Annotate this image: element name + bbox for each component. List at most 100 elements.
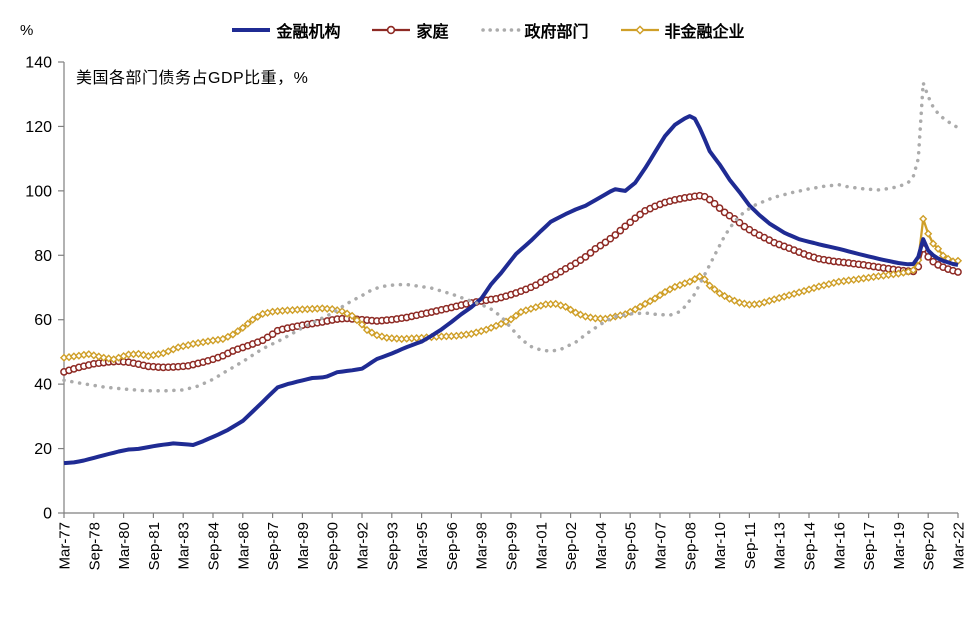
marker-circle (924, 253, 933, 261)
marker-diamond (218, 334, 227, 344)
marker-diamond (685, 277, 694, 286)
marker-circle (611, 231, 620, 239)
marker-diamond (506, 315, 516, 324)
x-tick-label: Mar-83 (176, 522, 193, 570)
x-tick-label: Sep-02 (563, 522, 580, 570)
marker-diamond (924, 229, 933, 238)
x-tick-label: Mar-80 (116, 522, 133, 570)
x-tick-label: Mar-77 (57, 522, 74, 570)
y-tick-label: 40 (34, 377, 52, 394)
y-tick-label: 100 (25, 183, 52, 200)
marker-diamond (134, 349, 143, 358)
marker-diamond (720, 291, 729, 301)
x-tick-label: Sep-87 (265, 522, 282, 570)
x-axis-labels: Mar-77 Sep-78 Mar-80 Sep-81 Mar-83 Sep-84 Mar-… (57, 522, 968, 570)
series-households (60, 191, 962, 376)
x-tick-label: Mar-13 (772, 522, 789, 570)
marker-diamond (710, 285, 719, 294)
marker-diamond (695, 272, 704, 281)
marker-diamond (650, 294, 660, 303)
marker-diamond (636, 302, 645, 311)
marker-diamond (104, 354, 113, 363)
x-tick-label: Mar-95 (414, 522, 431, 570)
marker-circle (735, 218, 744, 227)
y-tick-label: 140 (25, 55, 52, 72)
marker-diamond (352, 316, 362, 325)
y-tick-label: 20 (34, 441, 52, 458)
series-line-government (62, 81, 960, 393)
x-tick-label: Sep-90 (325, 522, 342, 570)
x-tick-label: Mar-86 (235, 522, 252, 570)
series-government (62, 81, 960, 393)
x-tick-label: Sep-99 (504, 522, 521, 570)
marker-diamond (89, 351, 98, 360)
marker-circle (621, 222, 630, 231)
marker-diamond (591, 314, 600, 323)
x-tick-label: Mar-10 (712, 522, 729, 570)
marker-circle (710, 199, 719, 208)
marker-diamond (382, 333, 391, 342)
marker-diamond (233, 327, 242, 336)
marker-diamond (253, 312, 262, 321)
marker-diamond (725, 294, 734, 303)
marker-circle (954, 268, 962, 276)
marker-circle (581, 253, 590, 261)
x-tick-label: Sep-17 (861, 522, 878, 570)
marker-circle (626, 218, 635, 227)
marker-diamond (715, 289, 724, 298)
x-tick-label: Mar-19 (891, 522, 908, 570)
marker-diamond (646, 297, 655, 306)
marker-circle (705, 195, 714, 204)
y-tick-label: 80 (34, 248, 52, 265)
x-tick-label: Sep-05 (623, 522, 640, 570)
marker-diamond (511, 311, 521, 320)
x-tick-label: Mar-98 (474, 522, 491, 570)
marker-diamond (367, 328, 376, 337)
x-tick-label: Sep-78 (86, 522, 103, 570)
marker-diamond (566, 305, 575, 314)
marker-diamond (223, 332, 232, 341)
x-tick-label: Sep-08 (682, 522, 699, 570)
marker-diamond (705, 281, 714, 290)
marker-diamond (556, 301, 565, 310)
marker-diamond (660, 287, 670, 297)
marker-diamond (372, 331, 381, 340)
marker-circle (631, 214, 640, 223)
marker-circle (601, 238, 610, 247)
marker-diamond (348, 311, 357, 320)
x-tick-label: Sep-81 (146, 522, 163, 570)
marker-diamond (934, 244, 943, 253)
marker-diamond (392, 334, 401, 343)
marker-diamond (929, 239, 938, 248)
axes (58, 61, 959, 518)
x-tick-label: Mar-07 (653, 522, 670, 570)
marker-diamond (243, 319, 252, 328)
x-tick-label: Mar-16 (831, 522, 848, 570)
x-tick-label: Sep-93 (384, 522, 401, 570)
marker-diamond (323, 304, 332, 313)
y-tick-label: 0 (43, 506, 52, 523)
marker-diamond (909, 266, 918, 275)
marker-diamond (641, 299, 650, 308)
x-tick-label: Mar-22 (951, 522, 968, 570)
marker-diamond (551, 299, 560, 308)
marker-circle (715, 204, 724, 212)
marker-diamond (99, 353, 108, 362)
y-tick-label: 120 (25, 119, 52, 136)
marker-diamond (690, 275, 699, 284)
marker-diamond (357, 320, 367, 329)
x-tick-label: Mar-01 (533, 522, 550, 570)
x-tick-label: Sep-20 (921, 522, 938, 570)
marker-diamond (248, 315, 257, 324)
x-tick-label: Mar-89 (295, 522, 312, 570)
marker-circle (636, 210, 644, 219)
series-line-financial-institutions (63, 114, 959, 466)
marker-diamond (497, 319, 506, 328)
marker-circle (616, 226, 625, 235)
marker-diamond (665, 285, 674, 294)
marker-diamond (571, 308, 580, 317)
marker-diamond (228, 330, 237, 339)
marker-diamond (238, 323, 247, 332)
